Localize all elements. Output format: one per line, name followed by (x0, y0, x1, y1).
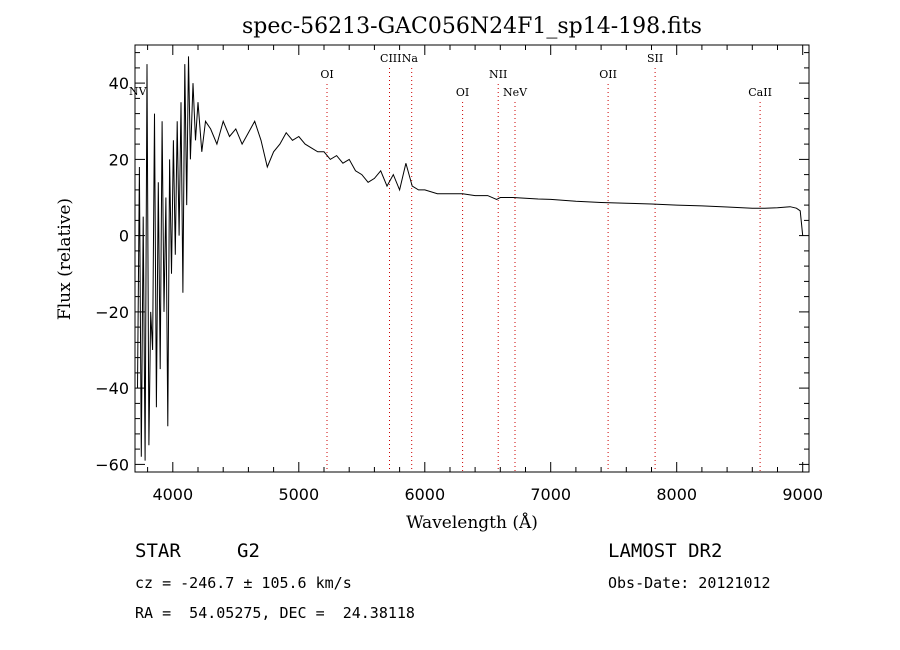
axis-ticks (135, 45, 809, 472)
y-tick-label: 0 (119, 227, 129, 246)
x-tick-label: 6000 (404, 485, 445, 504)
axis-tick-labels: 4000 5000 6000 7000 8000 9000 −60 −40 −20 0 20 40 (95, 74, 823, 504)
spectrum-line (137, 56, 804, 461)
y-tick-label: 20 (109, 150, 129, 169)
x-tick-label: 8000 (656, 485, 697, 504)
y-tick-label: 40 (109, 74, 129, 93)
emission-line-label: NII (489, 68, 507, 81)
x-axis-label: Wavelength (Å) (406, 512, 538, 533)
x-tick-label: 9000 (782, 485, 823, 504)
emission-line-label: OI (456, 86, 469, 99)
survey-label: LAMOST DR2 (608, 540, 723, 562)
spectral-subclass: G2 (237, 540, 260, 562)
y-tick-label: −20 (95, 303, 129, 322)
x-tick-label: 7000 (530, 485, 571, 504)
emission-line-label: Na (402, 52, 419, 65)
x-tick-label: 5000 (278, 485, 319, 504)
chart-title: spec-56213-GAC056N24F1_sp14-198.fits (242, 14, 702, 39)
emission-line-markers: NV OI CIII Na OI NII NeV OII SII CaII (129, 52, 772, 472)
redshift-velocity: cz = -246.7 ± 105.6 km/s (135, 574, 352, 592)
object-type: STAR (135, 540, 181, 562)
y-axis-label: Flux (relative) (55, 198, 75, 320)
emission-line-label: SII (647, 52, 663, 65)
emission-line-label: CaII (748, 86, 772, 99)
emission-line-label: OII (599, 68, 617, 81)
y-tick-label: −60 (95, 455, 129, 474)
emission-line-label: OI (320, 68, 333, 81)
y-tick-label: −40 (95, 379, 129, 398)
x-tick-label: 4000 (152, 485, 193, 504)
emission-line-label: CIII (380, 52, 401, 65)
plot-frame (134, 44, 810, 473)
emission-line-label: NV (129, 85, 148, 98)
emission-line-label: NeV (503, 86, 528, 99)
observation-date: Obs-Date: 20121012 (608, 574, 771, 592)
sky-coordinates: RA = 54.05275, DEC = 24.38118 (135, 604, 415, 622)
